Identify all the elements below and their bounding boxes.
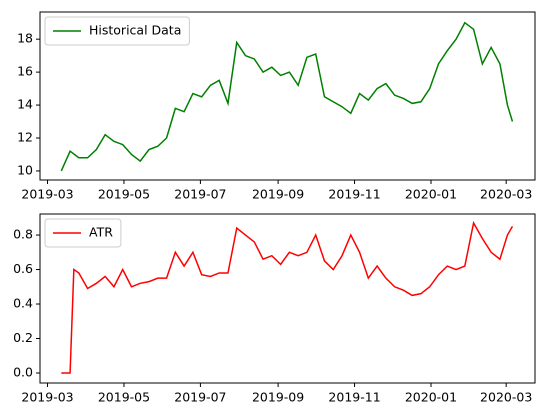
data-line bbox=[60, 21, 514, 172]
x-tick-label: 2019-11 bbox=[328, 187, 380, 202]
x-tick-label: 2019-07 bbox=[174, 187, 226, 202]
x-tick-label: 2019-05 bbox=[98, 187, 150, 202]
data-line bbox=[61, 220, 514, 374]
x-tick-label: 2019-03 bbox=[21, 390, 73, 405]
x-tick-label: 2019-09 bbox=[252, 187, 304, 202]
x-tick-label: 2019-11 bbox=[328, 390, 380, 405]
legend-label: Historical Data bbox=[89, 23, 181, 38]
y-tick-label: 10 bbox=[17, 162, 33, 177]
x-tick-label: 2020-03 bbox=[480, 390, 532, 405]
y-tick-label: 18 bbox=[17, 31, 33, 46]
y-tick-label: 0.8 bbox=[13, 227, 33, 242]
y-tick-label: 0.0 bbox=[13, 364, 33, 379]
y-tick-label: 0.6 bbox=[13, 261, 33, 276]
legend-box bbox=[44, 218, 122, 248]
x-tick-label: 2019-09 bbox=[252, 390, 304, 405]
y-tick-label: 12 bbox=[17, 130, 33, 145]
x-tick-label: 2020-01 bbox=[405, 187, 457, 202]
axes-frame bbox=[39, 213, 536, 384]
y-tick-label: 16 bbox=[17, 64, 33, 79]
y-tick-label: 14 bbox=[17, 97, 33, 112]
x-tick-label: 2020-03 bbox=[480, 187, 532, 202]
x-tick-label: 2020-01 bbox=[405, 390, 457, 405]
x-tick-label: 2019-07 bbox=[174, 390, 226, 405]
x-tick-label: 2019-03 bbox=[21, 187, 73, 202]
legend-box bbox=[44, 16, 190, 46]
axes-frame bbox=[39, 11, 536, 181]
x-tick-label: 2019-05 bbox=[98, 390, 150, 405]
legend-label: ATR bbox=[89, 225, 113, 240]
y-tick-label: 0.2 bbox=[13, 330, 33, 345]
y-tick-label: 0.4 bbox=[13, 296, 33, 311]
